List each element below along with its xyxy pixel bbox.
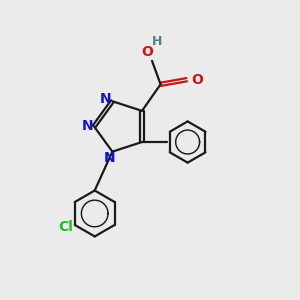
Text: N: N <box>100 92 112 106</box>
Text: N: N <box>103 151 115 164</box>
Text: Cl: Cl <box>58 220 73 234</box>
Text: O: O <box>141 45 153 59</box>
Text: N: N <box>82 119 93 134</box>
Text: H: H <box>152 35 163 49</box>
Text: O: O <box>191 73 203 87</box>
